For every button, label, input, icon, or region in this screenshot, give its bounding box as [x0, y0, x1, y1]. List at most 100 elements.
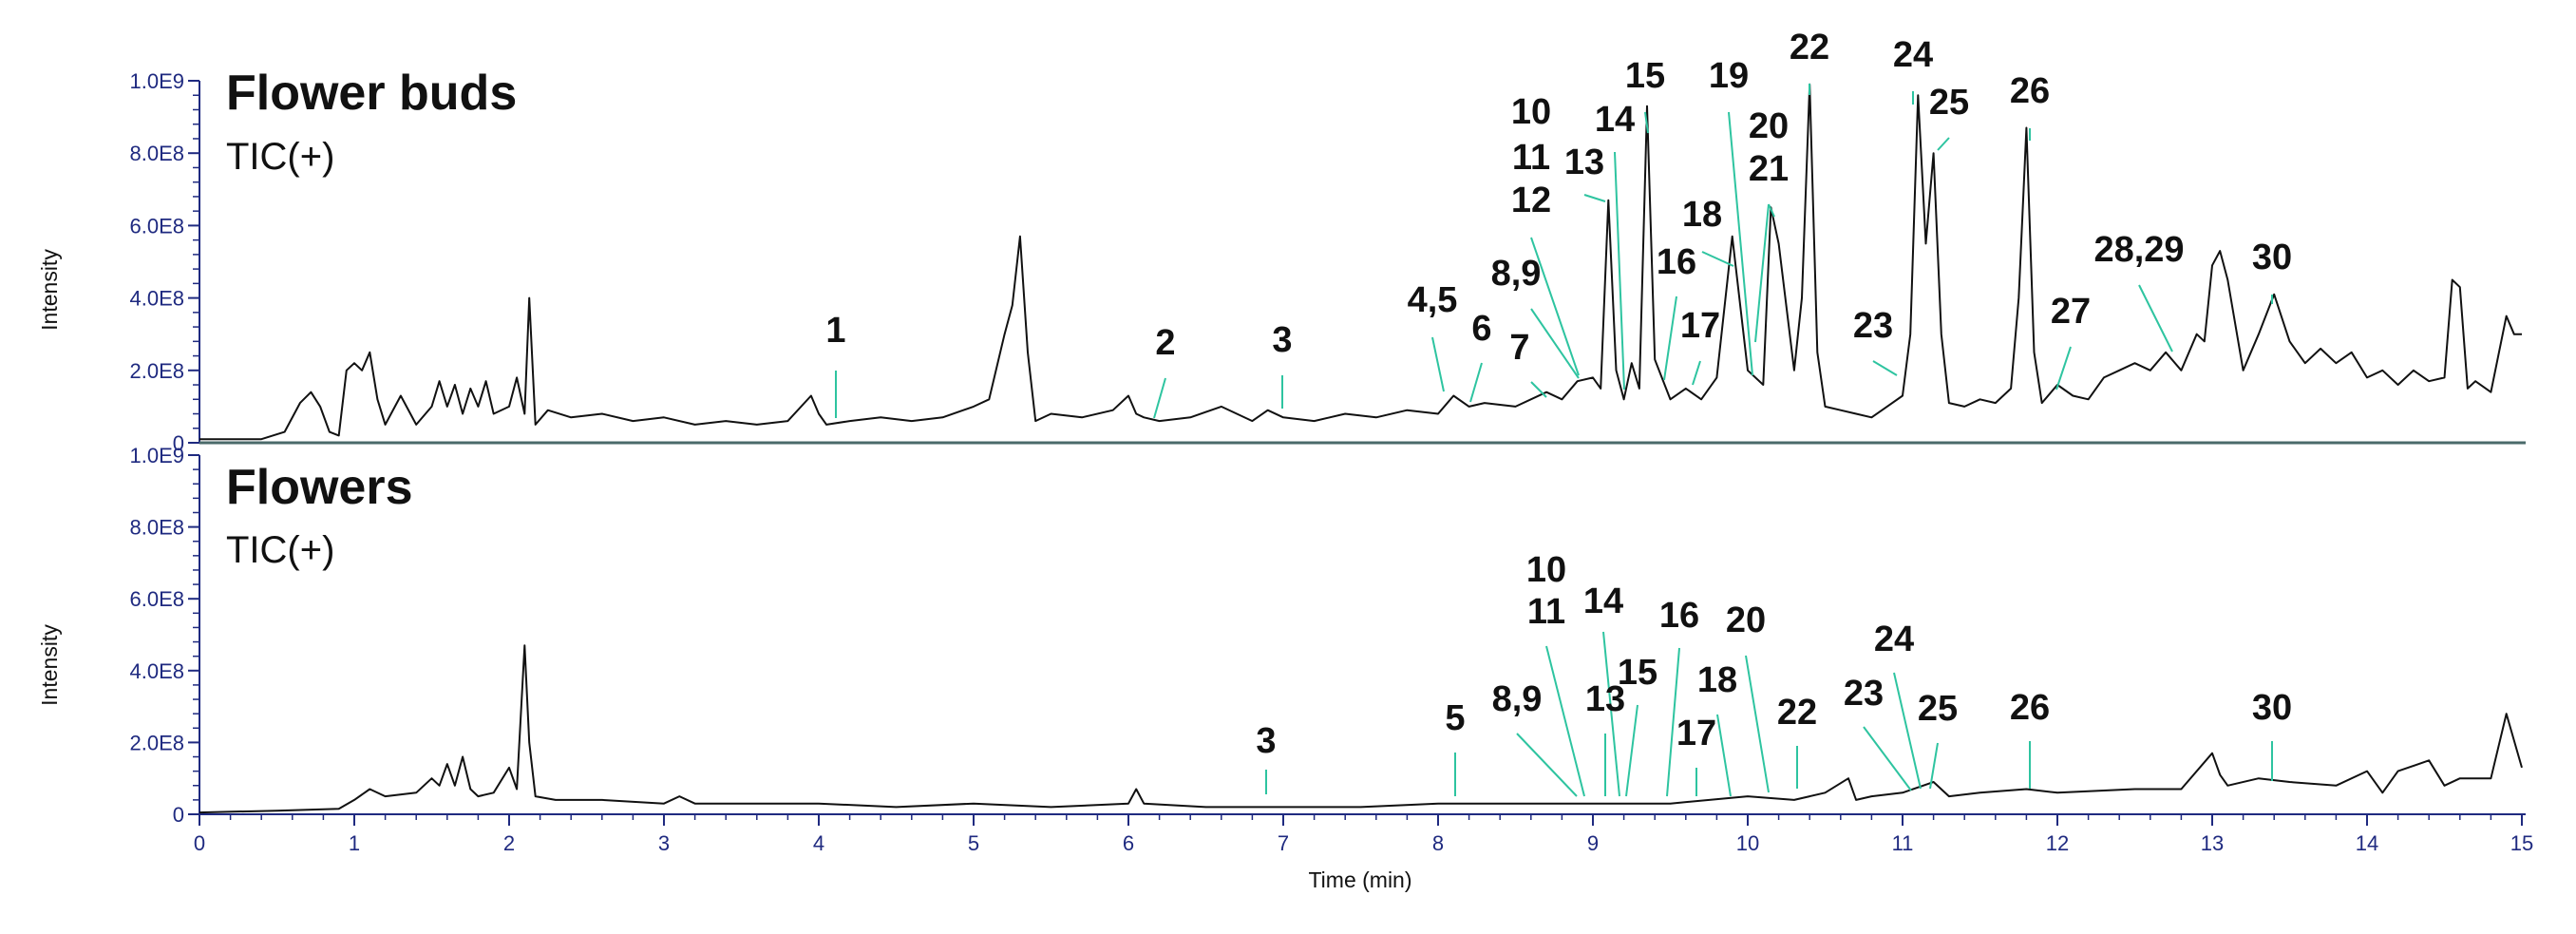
- x-tick-label: 15: [2510, 831, 2533, 855]
- y-tick-label: 1.0E9: [130, 69, 185, 93]
- peak-label: 13: [1585, 679, 1625, 719]
- peak-leader-line: [2055, 346, 2072, 391]
- panel-title: Flowers: [226, 460, 413, 515]
- x-tick-label: 5: [968, 831, 979, 855]
- x-tick-label: 2: [503, 831, 515, 855]
- peak-leader-line: [1745, 655, 1770, 793]
- peak-label: 1: [825, 311, 845, 351]
- tic-trace: [199, 644, 2523, 814]
- peak-label: 14: [1595, 100, 1635, 140]
- peak-label: 13: [1564, 143, 1604, 182]
- peak-label: 7: [1509, 328, 1529, 368]
- panel-flower-buds: Flower buds TIC(+) Intensity 0 2.0E8 4.0E8…: [37, 28, 2526, 455]
- peak-leader-line: [1893, 672, 1922, 790]
- peak-label: 8,9: [1492, 679, 1543, 719]
- peak-leader-line: [1754, 203, 1770, 343]
- x-axis-label: Time (min): [1308, 867, 1411, 892]
- peak-leader-line: [1469, 362, 1483, 403]
- x-tick-label: 4: [813, 831, 824, 855]
- peak-label: 17: [1676, 714, 1716, 753]
- y-tick-label: 1.0E9: [130, 444, 185, 467]
- tic-trace: [199, 83, 2522, 441]
- peak-label: 18: [1697, 660, 1737, 700]
- peak-label: 18: [1682, 195, 1722, 235]
- peak-leader-line: [1728, 111, 1753, 376]
- peak-leader-line: [1692, 360, 1701, 386]
- peak-label: 23: [1853, 306, 1893, 346]
- x-tick-label: 11: [1892, 831, 1914, 855]
- peak-label: 11: [1527, 592, 1565, 632]
- peak-label: 26: [2010, 688, 2050, 728]
- x-tick-label: 3: [658, 831, 670, 855]
- peak-label: 20: [1749, 106, 1789, 146]
- peak-label: 19: [1709, 56, 1749, 96]
- peak-leader-line: [1768, 203, 1775, 218]
- peak-label: 2: [1155, 323, 1175, 363]
- y-tick-label: 2.0E8: [130, 359, 185, 383]
- panel-subtitle: TIC(+): [226, 136, 334, 178]
- peak-leader-line: [1431, 336, 1445, 392]
- peak-label: 23: [1844, 674, 1884, 714]
- peak-leader-line: [1530, 308, 1580, 379]
- peak-leader-line: [1663, 295, 1677, 381]
- peak-label: 24: [1893, 35, 1933, 75]
- peak-label: 5: [1445, 698, 1465, 738]
- peak-label: 3: [1272, 320, 1292, 360]
- peak-leader-line: [1644, 111, 1649, 134]
- panel-flowers: Flowers TIC(+) Intensity Time (min) 0 2.0…: [37, 444, 2533, 892]
- y-tick-label: 2.0E8: [130, 731, 185, 754]
- peak-leader-line: [1929, 742, 1939, 790]
- peak-label: 10: [1511, 92, 1551, 132]
- panel-subtitle: TIC(+): [226, 529, 334, 571]
- x-tick-label: 1: [349, 831, 360, 855]
- x-tick-label: 6: [1123, 831, 1134, 855]
- peak-label: 8,9: [1491, 254, 1542, 294]
- x-tick-label: 7: [1278, 831, 1289, 855]
- peak-label: 20: [1726, 600, 1766, 640]
- peak-label: 22: [1777, 693, 1817, 733]
- peak-label: 15: [1625, 56, 1665, 96]
- y-tick-label: 0: [173, 431, 184, 455]
- x-tick-label: 14: [2356, 831, 2378, 855]
- y-tick-label: 8.0E8: [130, 516, 185, 540]
- peak-label: 4,5: [1408, 280, 1458, 320]
- peak-leader-line: [1602, 631, 1620, 797]
- peak-leader-line: [1937, 137, 1950, 151]
- peak-label: 21: [1749, 149, 1789, 189]
- peak-leader-line: [1625, 704, 1638, 797]
- x-tick-label: 8: [1432, 831, 1444, 855]
- peak-leader-line: [2138, 284, 2173, 353]
- y-tick-label: 8.0E8: [130, 142, 185, 165]
- peak-leader-line: [1716, 714, 1732, 797]
- peak-label: 6: [1471, 309, 1491, 349]
- x-tick-label: 13: [2201, 831, 2224, 855]
- peak-label: 10: [1526, 550, 1566, 590]
- peak-leader-line: [1530, 381, 1547, 398]
- peak-label: 12: [1511, 181, 1551, 220]
- peak-leader-line: [1614, 151, 1625, 391]
- y-tick-label: 6.0E8: [130, 214, 185, 238]
- peak-label: 30: [2252, 238, 2292, 277]
- peak-label: 25: [1918, 689, 1958, 729]
- y-tick-label: 6.0E8: [130, 587, 185, 611]
- peak-label: 27: [2051, 292, 2091, 332]
- peak-leader-line: [1530, 237, 1580, 376]
- peak-leader-line: [1545, 645, 1585, 797]
- panel-title: Flower buds: [226, 66, 517, 121]
- x-tick-label: 12: [2046, 831, 2069, 855]
- peak-label: 3: [1256, 721, 1276, 761]
- peak-label: 22: [1790, 28, 1829, 67]
- peak-label: 14: [1583, 581, 1623, 621]
- peak-label: 28,29: [2093, 230, 2184, 270]
- y-tick-label: 4.0E8: [130, 287, 185, 311]
- peak-leader-line: [1583, 194, 1606, 202]
- x-tick-label: 9: [1587, 831, 1599, 855]
- y-tick-label: 4.0E8: [130, 659, 185, 683]
- peak-label: 11: [1512, 138, 1550, 178]
- peak-label: 24: [1874, 619, 1914, 659]
- peak-label: 15: [1618, 653, 1657, 693]
- peak-label: 25: [1929, 83, 1969, 123]
- x-tick-label: 0: [194, 831, 205, 855]
- peak-label: 16: [1659, 596, 1699, 636]
